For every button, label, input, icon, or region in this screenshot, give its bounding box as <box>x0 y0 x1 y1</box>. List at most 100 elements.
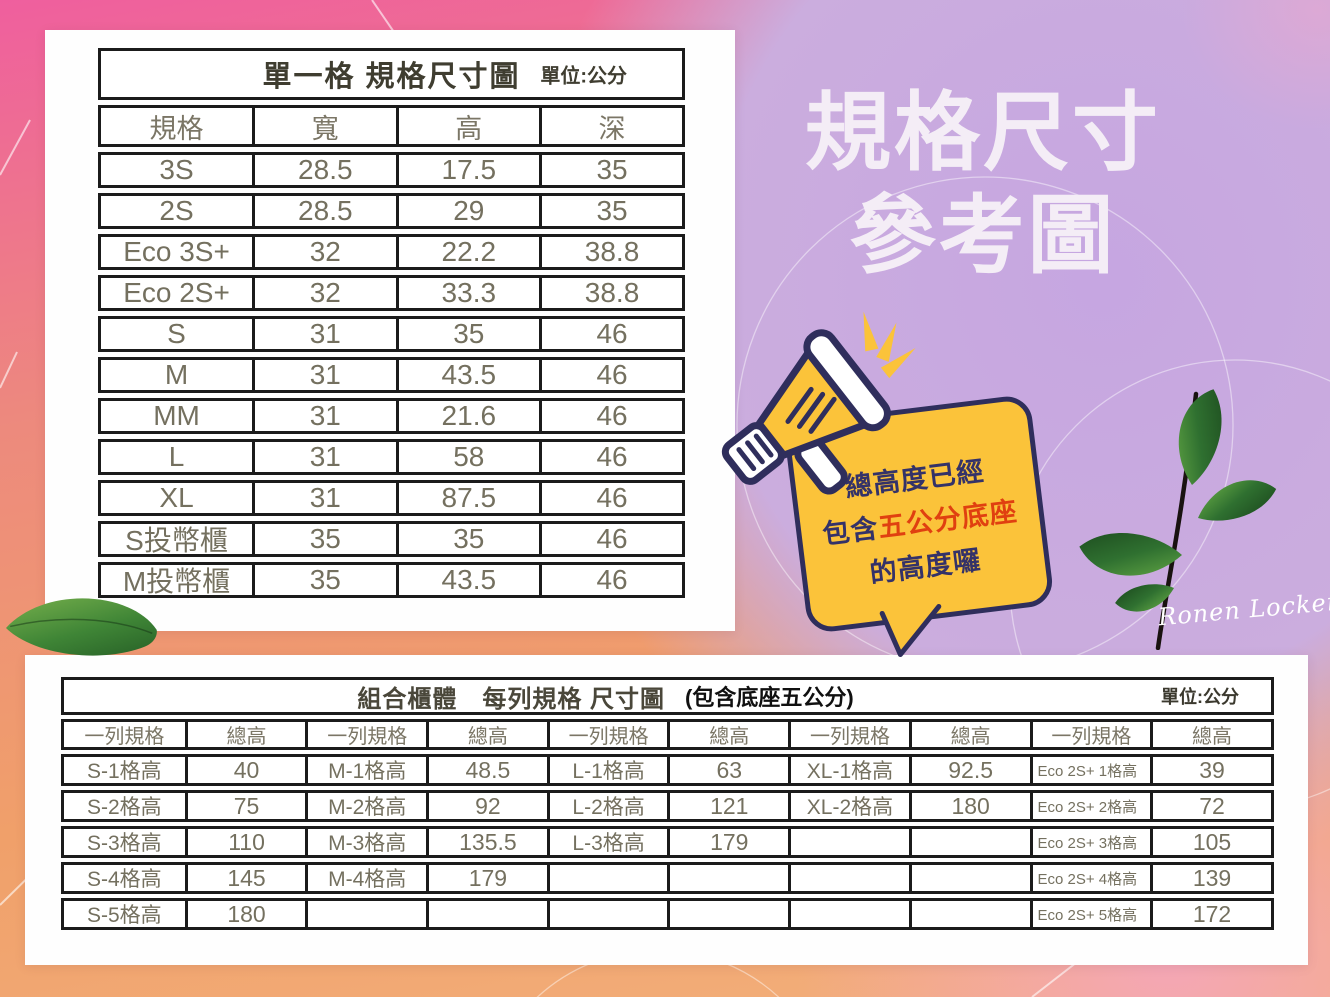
leaf-branch-icon <box>1079 389 1277 650</box>
cell: 110 <box>184 829 306 855</box>
cell: 92.5 <box>908 757 1030 783</box>
cell: 46 <box>539 565 682 595</box>
table-row: 3S 28.5 17.5 35 <box>98 152 685 188</box>
cell: Eco 2S+ 5格高 <box>1029 901 1151 927</box>
cell: M-3格高 <box>305 829 426 855</box>
cell: Eco 2S+ 4格高 <box>1029 865 1151 891</box>
cell: 180 <box>184 901 306 927</box>
combo-table-title: 組合櫃體 每列規格 尺寸圖 <box>357 685 665 713</box>
cell: 179 <box>667 829 788 855</box>
cell: 46 <box>539 319 682 349</box>
header-cell: 深 <box>539 108 682 144</box>
header-cell: 規格 <box>149 113 204 144</box>
header-cell: 總高 <box>908 722 1030 747</box>
cell: 46 <box>539 442 682 472</box>
cell: 48.5 <box>426 757 547 783</box>
cell: 28.5 <box>252 196 396 226</box>
header-cell: 高 <box>395 108 540 144</box>
cell: 75 <box>184 793 306 819</box>
table-row: M投幣櫃 35 43.5 46 <box>98 562 685 598</box>
cell: 31 <box>252 401 396 431</box>
cell: 40 <box>184 757 306 783</box>
cell: 46 <box>539 401 682 431</box>
cell: M <box>164 360 189 390</box>
single-table-header-row: 規格 寬 高 深 <box>98 105 685 147</box>
table-row: S投幣櫃 35 35 46 <box>98 521 685 557</box>
cell: M投幣櫃 <box>122 566 231 595</box>
cell: 35 <box>252 565 396 595</box>
speech-bubble-tail <box>879 604 942 658</box>
cell: 87.5 <box>395 483 540 513</box>
cell: XL <box>159 483 194 513</box>
cell: M-1格高 <box>305 757 426 783</box>
cell: 29 <box>395 196 540 226</box>
table-row: S-3格高 110 M-3格高 135.5 L-3格高 179 Eco 2S+ … <box>61 826 1274 858</box>
cell: 28.5 <box>252 155 396 185</box>
combo-spec-table: 組合櫃體 每列規格 尺寸圖 (包含底座五公分) 單位:公分 一列規格 總高 一列… <box>61 677 1274 934</box>
header-cell: 寬 <box>252 108 396 144</box>
cell: 31 <box>252 319 396 349</box>
single-spec-table: 單一格 規格尺寸圖 單位:公分 規格 寬 高 深 3S 28.5 17.5 35… <box>98 48 685 603</box>
cell <box>667 865 788 891</box>
cell: Eco 3S+ <box>123 237 230 267</box>
cell: 32 <box>252 237 396 267</box>
cell: L <box>168 442 185 472</box>
header-cell: 總高 <box>184 722 306 747</box>
header-cell: 一列規格 <box>788 722 909 747</box>
cell: 17.5 <box>395 155 540 185</box>
header-cell: 一列規格 <box>1029 722 1151 747</box>
cell: 31 <box>252 360 396 390</box>
cell: 38.8 <box>539 237 682 267</box>
cell: 105 <box>1150 829 1271 855</box>
cell: 121 <box>667 793 788 819</box>
cell: 31 <box>252 442 396 472</box>
cell: 33.3 <box>395 278 540 308</box>
table-row: Eco 2S+ 32 33.3 38.8 <box>98 275 685 311</box>
cell: L-3格高 <box>546 829 668 855</box>
cell: S投幣櫃 <box>125 525 228 554</box>
cell: 46 <box>539 524 682 554</box>
single-spec-card: 單一格 規格尺寸圖 單位:公分 規格 寬 高 深 3S 28.5 17.5 35… <box>45 30 735 631</box>
header-cell: 一列規格 <box>305 722 426 747</box>
cell: 135.5 <box>426 829 547 855</box>
cell: S-1格高 <box>87 760 162 783</box>
table-row: 2S 28.5 29 35 <box>98 193 685 229</box>
cell: L-1格高 <box>546 757 668 783</box>
single-table-title: 單一格 規格尺寸圖 <box>262 61 521 93</box>
cell: 46 <box>539 360 682 390</box>
cell: 92 <box>426 793 547 819</box>
table-row: S 31 35 46 <box>98 316 685 352</box>
cell: Eco 2S+ 3格高 <box>1029 829 1151 855</box>
cell: 21.6 <box>395 401 540 431</box>
cell: 35 <box>252 524 396 554</box>
cell: 145 <box>184 865 306 891</box>
cell: 72 <box>1150 793 1271 819</box>
combo-spec-card: 組合櫃體 每列規格 尺寸圖 (包含底座五公分) 單位:公分 一列規格 總高 一列… <box>25 655 1308 965</box>
table-row: M 31 43.5 46 <box>98 357 685 393</box>
cell: 43.5 <box>395 360 540 390</box>
single-table-title-row: 單一格 規格尺寸圖 單位:公分 <box>98 48 685 100</box>
cell <box>788 901 909 927</box>
header-cell: 總高 <box>667 722 788 747</box>
cell: MM <box>153 401 200 431</box>
table-row: XL 31 87.5 46 <box>98 480 685 516</box>
cell: 35 <box>539 196 682 226</box>
combo-table-unit: 單位:公分 <box>1161 687 1239 707</box>
combo-table-title-row: 組合櫃體 每列規格 尺寸圖 (包含底座五公分) 單位:公分 <box>61 677 1274 715</box>
cell: S <box>167 319 186 349</box>
cell <box>667 901 788 927</box>
cell: 38.8 <box>539 278 682 308</box>
header-cell: 總高 <box>426 722 547 747</box>
cell <box>908 901 1030 927</box>
cell: M-4格高 <box>305 865 426 891</box>
cell <box>908 865 1030 891</box>
cell: 58 <box>395 442 540 472</box>
cell: 2S <box>159 196 194 226</box>
cell: 46 <box>539 483 682 513</box>
table-row: S-1格高 40 M-1格高 48.5 L-1格高 63 XL-1格高 92.5… <box>61 754 1274 786</box>
cell: 35 <box>539 155 682 185</box>
cell <box>546 865 668 891</box>
combo-table-note: (包含底座五公分) <box>685 685 854 710</box>
header-cell: 一列規格 <box>84 726 165 747</box>
cell: Eco 2S+ 1格高 <box>1029 757 1151 783</box>
